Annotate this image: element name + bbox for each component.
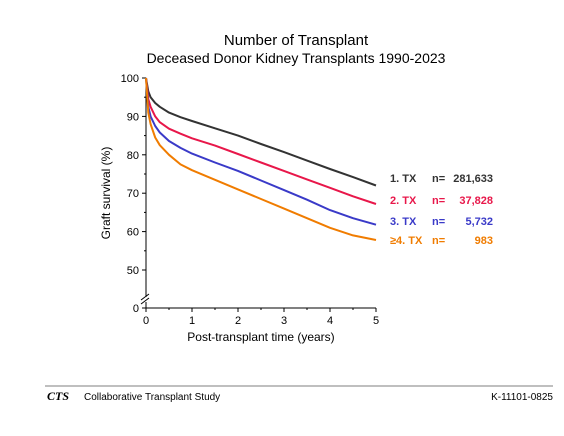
y-axis-label: Graft survival (%): [99, 147, 113, 240]
x-tick-label: 3: [281, 315, 287, 327]
y-tick-label: 90: [127, 111, 139, 123]
legend-n-value: 983: [475, 235, 493, 247]
axis-break-mark: [140, 293, 150, 301]
x-tick-label: 5: [373, 315, 379, 327]
legend-series-name: ≥4. TX: [390, 235, 423, 247]
axes: 0 50 60 70 80 90 100 0 1 2 3 4 5: [121, 73, 379, 327]
y-tick-label: 100: [121, 73, 139, 85]
legend-series-name: 3. TX: [390, 216, 417, 228]
series-line-4: [145, 77, 377, 241]
legend: 1. TX n= 281,633 2. TX n= 37,828 3. TX n= 5,732 ≥…: [390, 173, 493, 247]
y-tick-label: 80: [127, 150, 139, 162]
legend-series-name: 1. TX: [390, 173, 417, 185]
y-tick-label: 0: [133, 303, 139, 315]
y-tick-label: 70: [127, 188, 139, 200]
legend-n-label: n=: [432, 216, 445, 228]
chart-subtitle: Deceased Donor Kidney Transplants 1990-2…: [147, 50, 446, 66]
legend-n-label: n=: [432, 173, 445, 185]
y-tick-label: 60: [127, 227, 139, 239]
footer-org: Collaborative Transplant Study: [84, 392, 220, 403]
chart-title: Number of Transplant: [224, 32, 369, 49]
x-tick-label: 0: [143, 315, 149, 327]
x-tick-label: 4: [327, 315, 333, 327]
legend-n-value: 5,732: [465, 216, 493, 228]
legend-n-value: 37,828: [459, 195, 493, 207]
series-line-3: [145, 77, 377, 226]
series-lines: [145, 77, 377, 241]
x-tick-label: 1: [189, 315, 195, 327]
x-axis-label: Post-transplant time (years): [187, 330, 334, 344]
legend-n-label: n=: [432, 235, 445, 247]
legend-n-value: 281,633: [453, 173, 493, 185]
x-tick-label: 2: [235, 315, 241, 327]
series-line-1: [145, 77, 377, 187]
footer-logo: CTS: [47, 389, 69, 403]
legend-series-name: 2. TX: [390, 195, 417, 207]
y-tick-label: 50: [127, 265, 139, 277]
footer-code: K-11101-0825: [491, 392, 553, 403]
legend-n-label: n=: [432, 195, 445, 207]
axis-break-mark: [140, 297, 150, 305]
series-line-2: [145, 77, 377, 205]
